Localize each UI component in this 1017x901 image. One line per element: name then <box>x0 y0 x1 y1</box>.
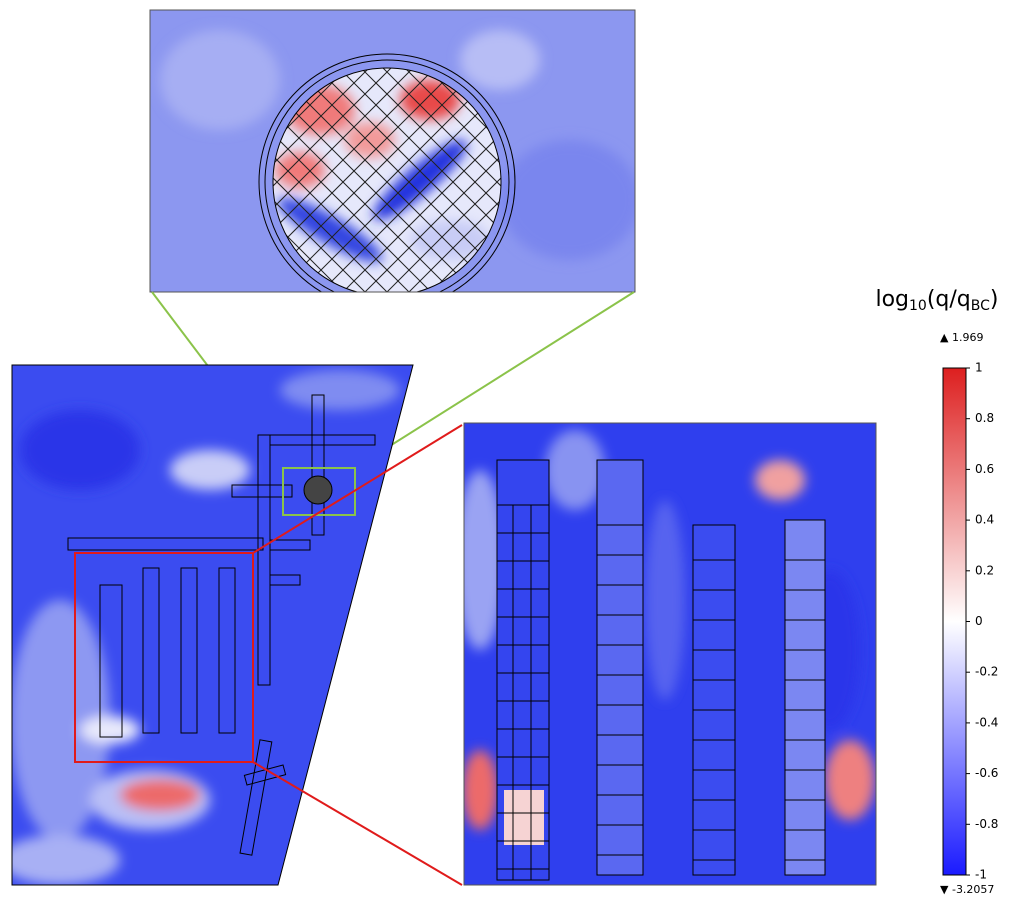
right-zoom-field <box>464 423 876 885</box>
title-part: log <box>875 287 909 312</box>
mesh-line <box>296 68 501 292</box>
mesh-line <box>273 68 501 292</box>
mesh-line <box>273 68 501 292</box>
colorbar-bar <box>942 367 967 876</box>
colorbar-title: log10(q/qBC) <box>875 287 998 314</box>
title-part: ) <box>990 287 999 312</box>
max-label: ▲ 1.969 <box>940 331 983 344</box>
mesh-line <box>273 68 501 292</box>
min-value: -3.2057 <box>952 883 994 896</box>
main-field <box>12 365 413 885</box>
colorbar-tick-label: -0.6 <box>975 766 998 780</box>
mesh-line <box>274 68 501 292</box>
colorbar-tick-label: -0.4 <box>975 715 998 729</box>
colorbar-tick-label: 0.2 <box>975 563 994 577</box>
title-part: (q/q <box>927 287 971 312</box>
mesh-line <box>273 68 501 292</box>
colorbar-tick-label: 0.4 <box>975 513 994 527</box>
title-sub: BC <box>971 298 990 314</box>
max-value: 1.969 <box>952 331 984 344</box>
mesh-line <box>273 68 501 292</box>
colorbar-tick-label: -0.2 <box>975 665 998 679</box>
mesh-line <box>273 68 501 292</box>
colorbar-tick-label: 0.8 <box>975 411 994 425</box>
colorbar-tick-label: 1 <box>975 361 983 375</box>
colorbar-tick-label: -0.8 <box>975 817 998 831</box>
mesh-line <box>273 68 500 292</box>
colorbar-tick-label: 0 <box>975 614 983 628</box>
top-zoom-field <box>150 10 635 292</box>
colorbar-tick-label: 0.6 <box>975 462 994 476</box>
mesh-line <box>273 68 501 292</box>
colorbar: log10(q/qBC) ▲ 1.969 ▼ -3.2057 <box>875 287 998 896</box>
colorbar-tick-label: -1 <box>975 868 987 882</box>
mesh-line <box>273 68 478 292</box>
title-sub: 10 <box>909 298 927 314</box>
min-label: ▼ -3.2057 <box>940 883 994 896</box>
